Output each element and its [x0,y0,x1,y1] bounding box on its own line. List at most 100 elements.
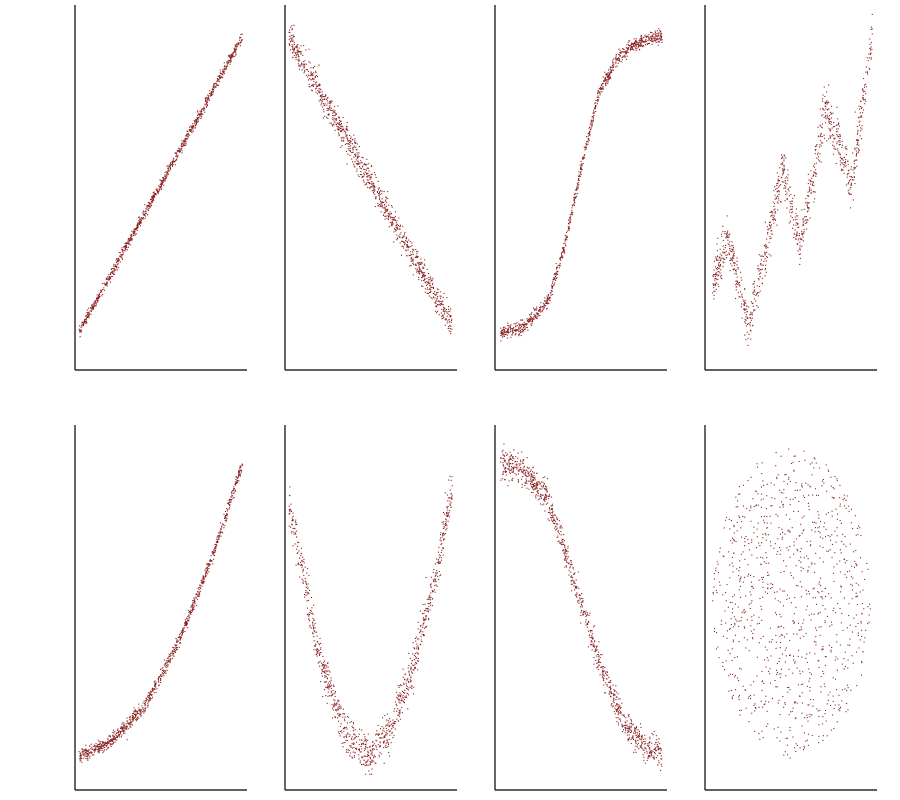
data-point [123,246,125,248]
data-point [576,187,578,189]
data-point [591,116,593,118]
data-point [734,269,736,271]
data-point [586,136,588,138]
data-point [160,668,162,670]
data-point [657,37,659,39]
data-point [95,301,97,303]
data-point [719,263,721,265]
data-point [810,189,812,191]
data-point [151,195,153,197]
data-point [446,297,448,299]
data-point [808,190,810,192]
data-point [574,202,576,204]
data-point [656,36,658,38]
data-point [340,123,342,125]
data-point [536,317,538,319]
data-point [134,234,136,236]
data-point [521,319,523,321]
data-point [113,268,115,270]
data-point [713,298,715,300]
data-point [236,43,238,45]
data-point [644,34,646,36]
data-point [176,153,178,155]
data-point [392,218,394,220]
data-point [207,95,209,97]
data-point [115,733,117,735]
data-point [192,123,194,125]
data-point [207,569,209,571]
data-point [418,276,420,278]
data-point [715,278,717,280]
data-point [393,217,395,219]
data-point [605,82,607,84]
data-point [633,46,635,48]
data-point [769,222,771,224]
data-point [775,196,777,198]
data-point [776,201,778,203]
data-point [342,126,344,128]
data-point [744,299,746,301]
data-point [322,96,324,98]
data-point [800,238,802,240]
data-point [97,296,99,298]
data-point [138,223,140,225]
data-point [114,738,116,740]
data-point [90,313,92,315]
data-point [581,169,583,171]
data-point [158,677,160,679]
data-point [713,269,715,271]
data-point [163,669,165,671]
data-point [764,258,766,260]
data-point [802,223,804,225]
data-point [168,657,170,659]
data-point [199,113,201,115]
data-point [137,716,139,718]
data-point [239,467,241,469]
data-point [116,261,118,263]
data-point [819,144,821,146]
data-point [184,139,186,141]
data-point [548,302,550,304]
data-point [741,293,743,295]
data-point [120,736,122,738]
data-point [402,236,404,238]
data-point [523,321,525,323]
data-point [547,294,549,296]
data-point [103,287,105,289]
data-point [746,316,748,318]
data-point [546,301,548,303]
data-point [370,176,372,178]
data-point [627,48,629,50]
data-point [434,291,436,293]
data-point [442,300,444,302]
data-point [89,755,91,757]
data-point [550,292,552,294]
data-point [121,247,123,249]
data-point [154,685,156,687]
data-point [87,750,89,752]
data-point [723,248,725,250]
data-point [423,280,425,282]
data-point [345,131,347,133]
data-point [605,85,607,87]
data-point [98,295,100,297]
data-point [355,155,357,157]
data-point [298,68,300,70]
data-point [222,523,224,525]
data-point [149,203,151,205]
data-point [220,528,222,530]
data-point [725,236,727,238]
data-point [192,126,194,128]
data-point [123,729,125,731]
data-point [636,43,638,45]
data-point [439,291,441,293]
data-point [630,45,632,47]
data-point [743,302,745,304]
data-point [301,63,303,65]
data-point [795,238,797,240]
data-point [819,146,821,148]
data-point [86,309,88,311]
data-point [296,51,298,53]
data-point [335,118,337,120]
data-point [764,269,766,271]
